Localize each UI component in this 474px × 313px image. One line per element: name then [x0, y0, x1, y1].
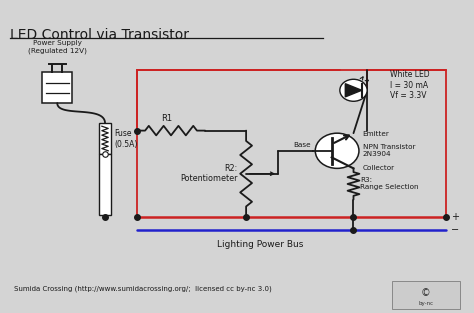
Text: Base: Base — [293, 142, 311, 148]
Bar — [99, 154, 111, 215]
Circle shape — [315, 133, 359, 168]
Text: Lighting Power Bus: Lighting Power Bus — [217, 240, 303, 249]
Text: +: + — [451, 212, 459, 222]
Text: R1: R1 — [161, 114, 172, 123]
Bar — [392, 281, 460, 309]
Text: Power Supply
(Regulated 12V): Power Supply (Regulated 12V) — [28, 40, 87, 54]
Text: NPN Transistor
2N3904: NPN Transistor 2N3904 — [363, 144, 415, 156]
Circle shape — [340, 79, 367, 101]
Text: White LED
I = 30 mA
Vf = 3.3V: White LED I = 30 mA Vf = 3.3V — [390, 70, 429, 100]
Text: by-nc: by-nc — [418, 301, 433, 306]
Text: ©: © — [421, 289, 431, 299]
Text: −: − — [451, 225, 459, 235]
Text: R2:
Potentiometer: R2: Potentiometer — [181, 164, 238, 183]
Bar — [42, 72, 72, 103]
Text: Collector: Collector — [363, 165, 395, 171]
Text: Sumida Crossing (http://www.sumidacrossing.org/;  licensed cc by-nc 3.0): Sumida Crossing (http://www.sumidacrossi… — [14, 285, 272, 292]
Bar — [99, 123, 111, 154]
Text: Fuse
(0.5A): Fuse (0.5A) — [114, 129, 137, 149]
Polygon shape — [345, 84, 362, 97]
Text: R3:
Range Selection: R3: Range Selection — [360, 177, 419, 190]
Text: Emitter: Emitter — [363, 131, 390, 137]
Text: LED Control via Transistor: LED Control via Transistor — [10, 28, 189, 42]
